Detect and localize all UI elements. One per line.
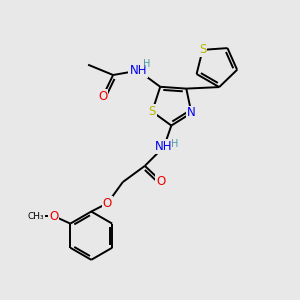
Text: O: O xyxy=(103,197,112,210)
Text: O: O xyxy=(98,90,107,103)
Text: CH₃: CH₃ xyxy=(28,212,44,221)
Text: S: S xyxy=(199,43,206,56)
Text: H: H xyxy=(143,59,151,69)
Text: S: S xyxy=(148,105,156,118)
Text: NH: NH xyxy=(129,64,147,77)
Text: H: H xyxy=(172,140,179,149)
Text: O: O xyxy=(156,175,166,188)
Text: NH: NH xyxy=(155,140,173,153)
Text: O: O xyxy=(49,210,58,223)
Text: N: N xyxy=(187,106,196,119)
